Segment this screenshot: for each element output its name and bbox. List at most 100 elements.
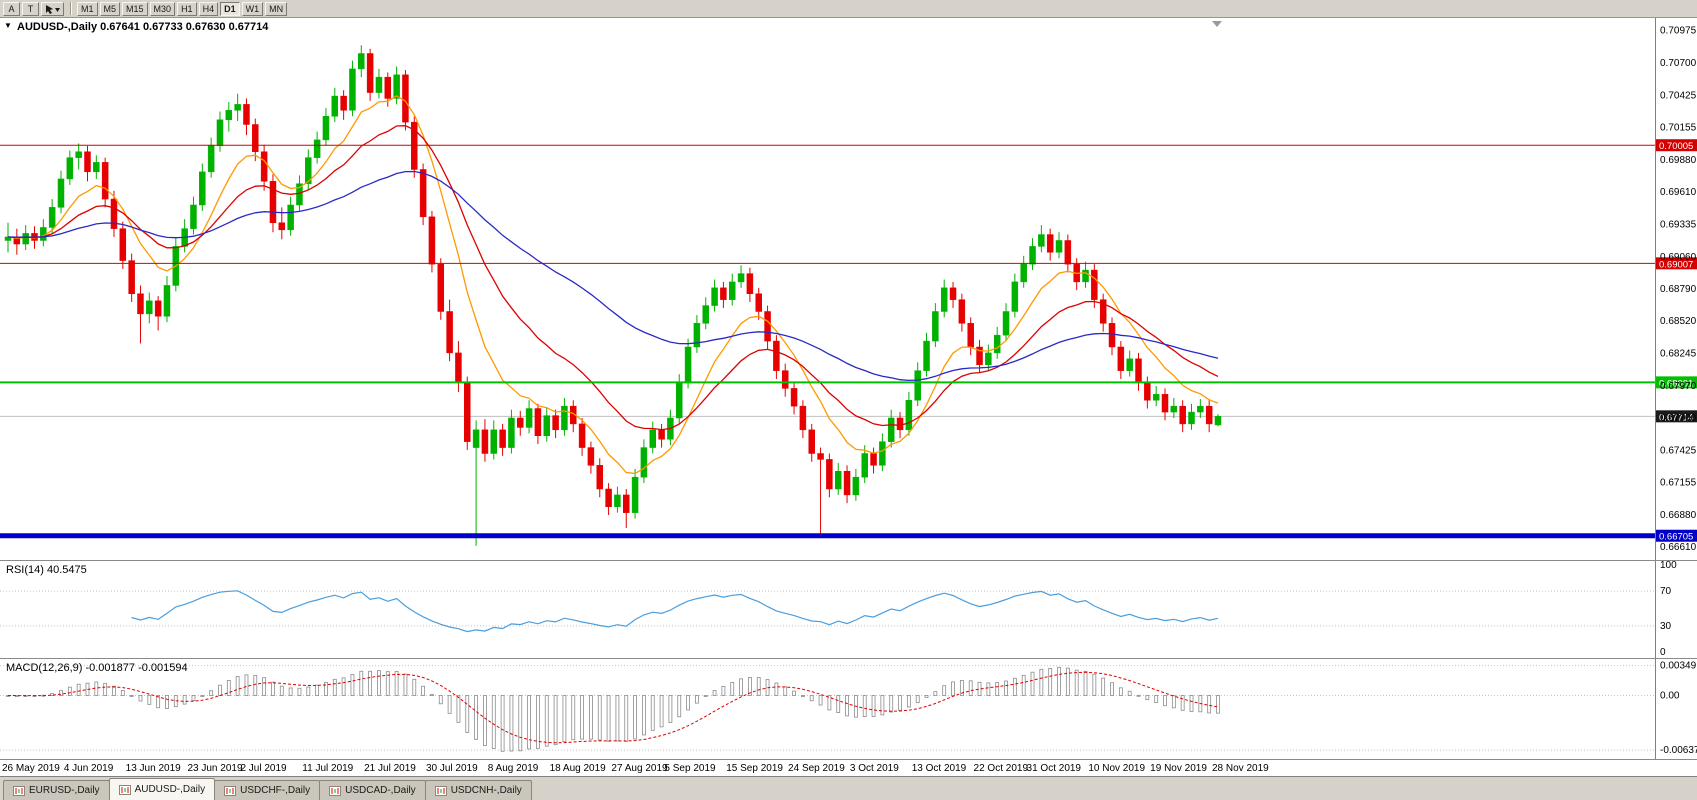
price-axis-label: 0.66610 xyxy=(1660,542,1697,553)
rsi-axis-label: 100 xyxy=(1660,560,1677,571)
dropdown-arrow-icon xyxy=(55,7,60,12)
chart-tabbar: EURUSD-,Daily AUDUSD-,Daily USDCHF-,Dail… xyxy=(0,776,1697,800)
candles-layer xyxy=(4,45,1222,546)
timeframe-button-d1[interactable]: D1 xyxy=(220,1,240,16)
svg-text:0.67714: 0.67714 xyxy=(1659,412,1693,423)
price-tag xyxy=(1656,529,1697,542)
price-axis-label: 0.68245 xyxy=(1660,348,1697,359)
moving-average-55 xyxy=(7,170,1219,382)
date-axis-label: 18 Aug 2019 xyxy=(550,763,607,774)
price-axis-label: 0.70700 xyxy=(1660,58,1697,69)
date-axis-label: 30 Jul 2019 xyxy=(426,763,478,774)
chart-shift-marker-icon[interactable] xyxy=(1212,21,1222,27)
date-axis-label: 31 Oct 2019 xyxy=(1027,763,1082,774)
date-axis-label: 28 Nov 2019 xyxy=(1212,763,1269,774)
price-axis-label: 0.67970 xyxy=(1660,381,1697,392)
date-axis-label: 2 Jul 2019 xyxy=(240,763,287,774)
tab-eurusd-daily[interactable]: EURUSD-,Daily xyxy=(3,780,110,800)
current-price-tag xyxy=(1656,410,1697,423)
rsi-indicator-label: RSI(14) 40.5475 xyxy=(6,564,87,576)
date-axis-label: 4 Jun 2019 xyxy=(64,763,114,774)
tab-label: USDCNH-,Daily xyxy=(450,785,522,796)
date-axis-label: 15 Sep 2019 xyxy=(726,763,783,774)
timeframe-button-m1[interactable]: M1 xyxy=(77,1,98,16)
date-axis-label: 10 Nov 2019 xyxy=(1088,763,1145,774)
macd-signal-line xyxy=(7,671,1219,744)
chart-tab-icon xyxy=(329,785,342,796)
macd-axis-label: 0.00349 xyxy=(1660,661,1697,672)
macd-axis-label: 0.00 xyxy=(1660,691,1680,702)
date-axis-label: 3 Oct 2019 xyxy=(850,763,899,774)
price-axis-label: 0.67700 xyxy=(1660,413,1697,424)
chart-tab-icon xyxy=(434,785,447,796)
timeframe-button-w1[interactable]: W1 xyxy=(241,1,264,16)
moving-average-9 xyxy=(7,95,1219,475)
tab-audusd-daily[interactable]: AUDUSD-,Daily xyxy=(108,778,216,800)
svg-text:0.69007: 0.69007 xyxy=(1659,259,1693,270)
price-tag xyxy=(1656,257,1697,270)
pointer-tool-button[interactable] xyxy=(41,1,64,16)
rsi-axis-label: 70 xyxy=(1660,586,1672,597)
price-axis-label: 0.69335 xyxy=(1660,220,1697,231)
price-axis-label: 0.69610 xyxy=(1660,187,1697,198)
tab-label: USDCHF-,Daily xyxy=(240,785,311,796)
timeframe-button-m5[interactable]: M5 xyxy=(99,1,121,16)
chart-tab-icon xyxy=(118,784,131,795)
toolbar: A T M1 M5 M15 M30 H1 H4 D1 W1 MN xyxy=(0,0,1697,18)
date-axis-label: 27 Aug 2019 xyxy=(611,763,668,774)
chart-canvas[interactable]: 0.70005 0.69007 0.68001 0.66705 0.67714 0.709… xyxy=(0,18,1697,776)
toolbar-button-t[interactable]: T xyxy=(22,1,39,16)
tab-label: USDCAD-,Daily xyxy=(345,785,416,796)
chart-tab-icon xyxy=(13,785,25,796)
timeframe-button-h4[interactable]: H4 xyxy=(198,1,219,16)
timeframe-button-mn[interactable]: MN xyxy=(265,1,288,16)
date-axis-label: 19 Nov 2019 xyxy=(1150,763,1207,774)
timeframe-button-m15[interactable]: M15 xyxy=(122,1,148,16)
date-axis-label: 13 Oct 2019 xyxy=(912,763,967,774)
toolbar-button-a[interactable]: A xyxy=(3,1,20,16)
cursor-arrow-icon xyxy=(46,4,60,14)
rsi-axis-label: 30 xyxy=(1660,621,1672,632)
price-axis-label: 0.66880 xyxy=(1660,510,1697,521)
tab-usdcad-daily[interactable]: USDCAD-,Daily xyxy=(319,780,426,800)
rsi-line xyxy=(131,590,1219,633)
tab-usdchf-daily[interactable]: USDCHF-,Daily xyxy=(214,780,321,800)
svg-text:0.68001: 0.68001 xyxy=(1659,378,1693,389)
toolbar-separator xyxy=(70,2,71,15)
macd-indicator-label: MACD(12,26,9) -0.001877 -0.001594 xyxy=(6,662,188,674)
price-axis-label: 0.70155 xyxy=(1660,122,1697,133)
price-axis-label: 0.70975 xyxy=(1660,25,1697,36)
price-axis-label: 0.70425 xyxy=(1660,91,1697,102)
tab-label: AUDUSD-,Daily xyxy=(134,784,206,795)
moving-average-20 xyxy=(7,125,1219,431)
date-axis-label: 11 Jul 2019 xyxy=(302,763,353,774)
date-axis-label: 13 Jun 2019 xyxy=(126,763,181,774)
date-axis-label: 8 Aug 2019 xyxy=(488,763,539,774)
rsi-axis-label: 0 xyxy=(1660,647,1666,658)
macd-histogram xyxy=(6,666,1220,752)
svg-text:0.70005: 0.70005 xyxy=(1659,141,1693,152)
price-axis-label: 0.67425 xyxy=(1660,446,1697,457)
price-tag xyxy=(1656,376,1697,389)
date-axis-label: 5 Sep 2019 xyxy=(664,763,716,774)
date-axis-label: 22 Oct 2019 xyxy=(974,763,1029,774)
chart-tab-icon xyxy=(224,785,237,796)
price-axis-label: 0.69880 xyxy=(1660,155,1697,166)
svg-text:0.66705: 0.66705 xyxy=(1659,532,1693,543)
price-axis-label: 0.68790 xyxy=(1660,284,1697,295)
date-axis-label: 21 Jul 2019 xyxy=(364,763,416,774)
date-axis-label: 23 Jun 2019 xyxy=(187,763,242,774)
timeframe-button-h1[interactable]: H1 xyxy=(177,1,197,16)
chart-area[interactable]: 0.70005 0.69007 0.68001 0.66705 0.67714 0.709… xyxy=(0,18,1697,776)
price-axis-label: 0.69060 xyxy=(1660,252,1697,263)
price-axis-label: 0.68520 xyxy=(1660,316,1697,327)
date-axis-label: 26 May 2019 xyxy=(2,763,60,774)
collapse-triangle-icon[interactable]: ▼ xyxy=(4,21,12,30)
price-axis-label: 0.67155 xyxy=(1660,477,1697,488)
price-tag xyxy=(1656,139,1697,152)
timeframe-button-m30[interactable]: M30 xyxy=(149,1,176,16)
tab-usdcnh-daily[interactable]: USDCNH-,Daily xyxy=(424,780,532,800)
macd-axis-label: -0.00637 xyxy=(1660,745,1697,756)
date-axis-label: 24 Sep 2019 xyxy=(788,763,845,774)
